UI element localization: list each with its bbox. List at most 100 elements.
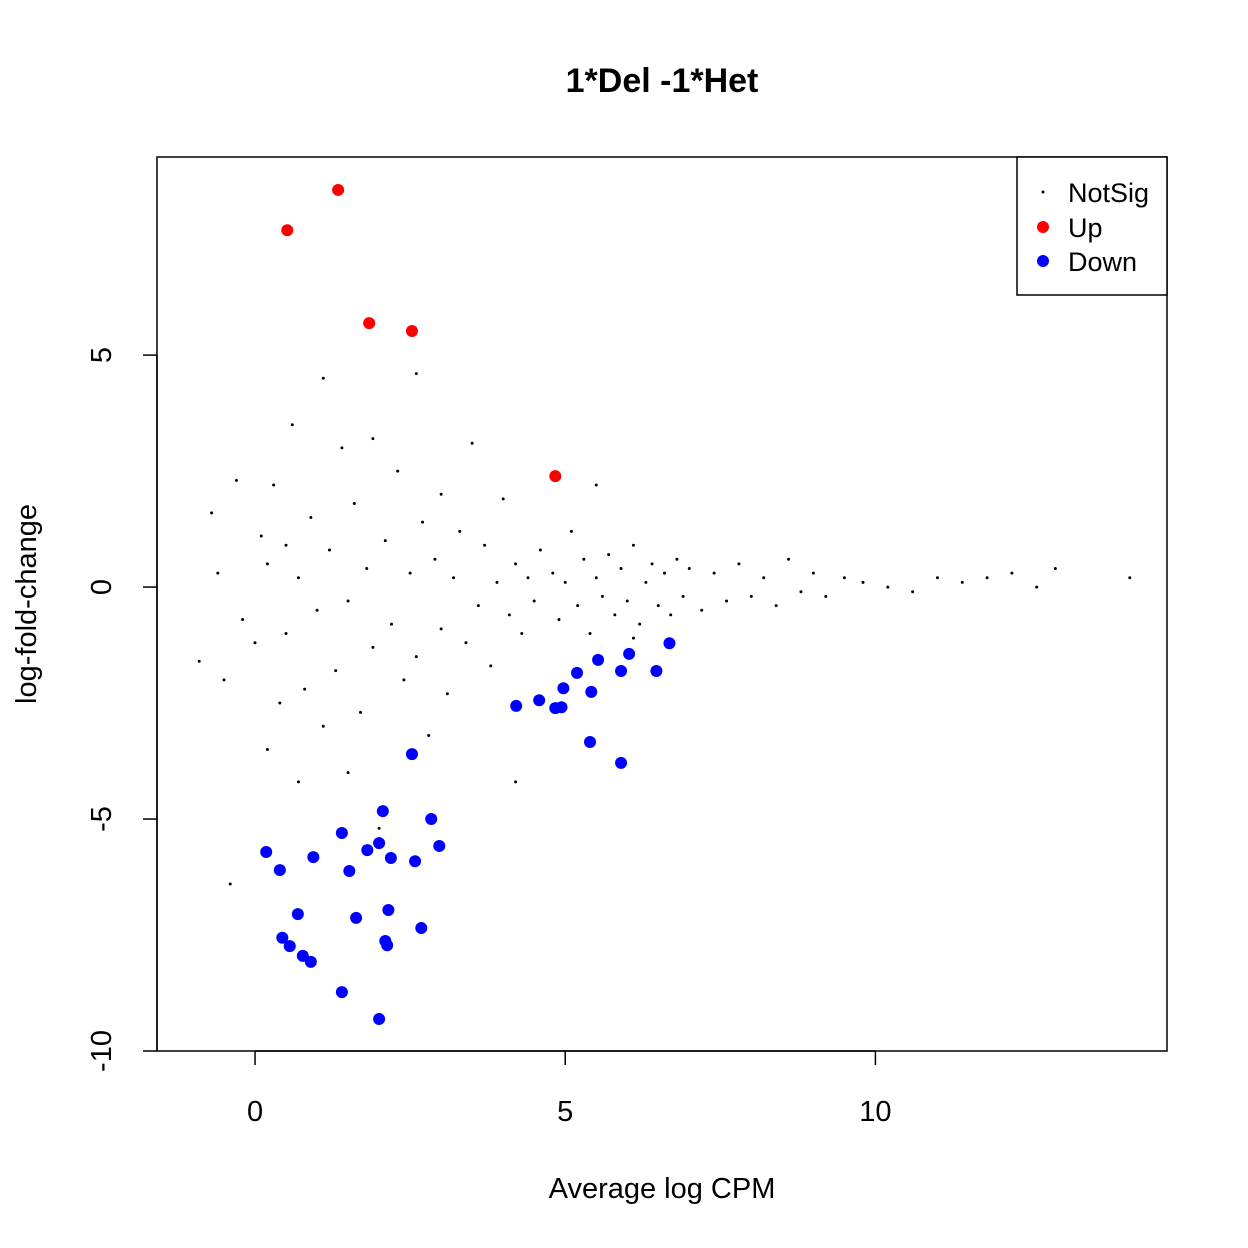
point-notsig — [625, 599, 629, 603]
point-notsig — [352, 502, 356, 506]
point-down — [335, 826, 348, 839]
point-notsig — [538, 548, 542, 552]
x-tick-label: 0 — [247, 1096, 263, 1128]
point-down — [384, 852, 397, 865]
plot-frame — [156, 156, 1168, 1052]
axes: 0 5 10 -10 -5 0 5 — [86, 347, 892, 1128]
point-notsig — [532, 599, 536, 603]
point-notsig — [371, 437, 375, 441]
point-notsig — [265, 562, 269, 566]
point-notsig — [557, 618, 561, 622]
point-notsig — [631, 543, 635, 547]
point-notsig — [569, 529, 573, 533]
point-notsig — [551, 571, 555, 575]
point-notsig — [334, 669, 338, 673]
point-notsig — [1010, 571, 1014, 575]
point-notsig — [526, 576, 530, 580]
legend-notsig-label: NotSig — [1068, 178, 1149, 208]
point-up — [332, 183, 345, 196]
point-down — [260, 845, 273, 858]
point-notsig — [197, 659, 201, 663]
point-down — [615, 665, 628, 678]
point-notsig — [619, 567, 623, 571]
point-notsig — [811, 571, 815, 575]
point-notsig — [390, 622, 394, 626]
point-notsig — [402, 678, 406, 682]
point-notsig — [371, 645, 375, 649]
point-notsig — [681, 594, 685, 598]
point-notsig — [886, 585, 890, 589]
point-notsig — [470, 441, 474, 445]
point-down — [584, 736, 597, 749]
point-notsig — [445, 692, 449, 696]
y-tick-label: -10 — [86, 1030, 118, 1072]
point-up — [363, 317, 376, 330]
point-notsig — [495, 580, 499, 584]
point-notsig — [458, 529, 462, 533]
point-notsig — [960, 580, 964, 584]
point-down — [433, 839, 446, 852]
point-notsig — [290, 423, 294, 427]
point-down — [291, 908, 304, 921]
point-down — [276, 931, 289, 944]
point-down — [415, 922, 428, 935]
point-down — [376, 805, 389, 818]
point-notsig — [346, 771, 350, 775]
point-notsig — [340, 446, 344, 450]
point-down — [555, 701, 568, 714]
point-down — [425, 813, 438, 826]
point-up — [405, 324, 418, 337]
legend-notsig-marker — [1041, 190, 1045, 194]
points — [197, 183, 1132, 1025]
point-notsig — [501, 497, 505, 501]
point-down — [361, 844, 374, 857]
point-down — [533, 694, 546, 707]
point-notsig — [315, 608, 319, 612]
point-notsig — [321, 376, 325, 380]
chart-title: 1*Del -1*Het — [566, 62, 759, 100]
point-up — [549, 470, 562, 483]
point-down — [592, 653, 605, 666]
point-notsig — [321, 724, 325, 728]
point-notsig — [514, 562, 518, 566]
point-notsig — [489, 664, 493, 668]
point-notsig — [421, 520, 425, 524]
point-down — [350, 911, 363, 924]
point-notsig — [650, 562, 654, 566]
y-tick-label: -5 — [86, 806, 118, 832]
point-notsig — [576, 604, 580, 608]
point-notsig — [656, 604, 660, 608]
point-notsig — [594, 576, 598, 580]
point-notsig — [700, 608, 704, 612]
point-notsig — [222, 678, 226, 682]
point-notsig — [476, 604, 480, 608]
point-notsig — [985, 576, 989, 580]
point-notsig — [824, 594, 828, 598]
legend-up-label: Up — [1068, 213, 1103, 243]
point-notsig — [911, 590, 915, 594]
point-notsig — [358, 710, 362, 714]
point-notsig — [613, 613, 617, 617]
point-notsig — [507, 613, 511, 617]
y-tick-label: 5 — [86, 347, 118, 363]
point-notsig — [1035, 585, 1039, 589]
x-tick-label: 10 — [859, 1096, 891, 1128]
point-notsig — [514, 780, 518, 784]
point-notsig — [638, 622, 642, 626]
point-notsig — [309, 515, 313, 519]
point-notsig — [787, 557, 791, 561]
point-notsig — [272, 483, 276, 487]
point-notsig — [433, 557, 437, 561]
legend-down-label: Down — [1068, 247, 1137, 277]
point-down — [623, 647, 636, 660]
point-down — [510, 699, 523, 712]
point-notsig — [644, 580, 648, 584]
point-notsig — [762, 576, 766, 580]
point-notsig — [265, 747, 269, 751]
point-notsig — [588, 631, 592, 635]
point-notsig — [296, 780, 300, 784]
point-notsig — [383, 539, 387, 543]
point-notsig — [600, 594, 604, 598]
point-notsig — [210, 511, 214, 515]
